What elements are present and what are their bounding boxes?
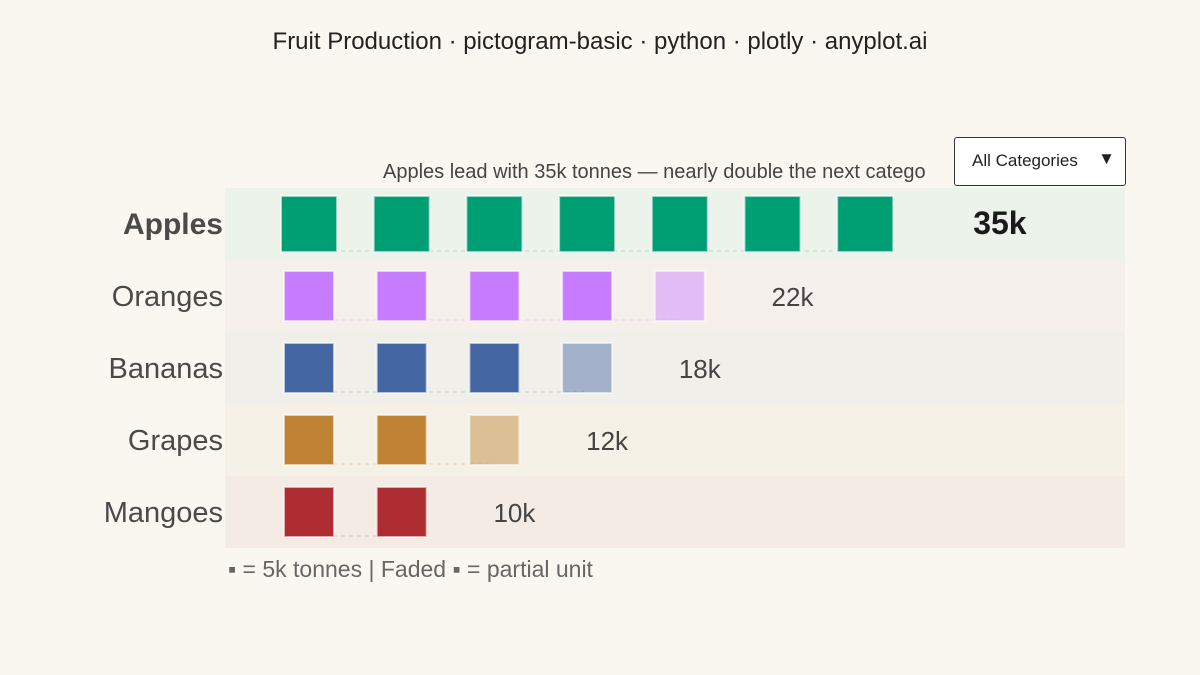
chart-title: Fruit Production · pictogram-basic · pyt… — [272, 28, 928, 55]
pictogram-unit — [283, 342, 335, 394]
pictogram-unit — [836, 195, 895, 253]
value-label: 35k — [973, 205, 1027, 241]
pictogram-unit — [743, 195, 802, 253]
pictogram-unit — [283, 486, 335, 538]
pictogram-unit — [375, 414, 428, 466]
value-label: 22k — [772, 282, 815, 312]
dropdown-selected-value: All Categories — [972, 151, 1078, 170]
category-label: Mangoes — [104, 497, 223, 529]
row-background — [225, 404, 1125, 476]
chevron-down-icon: ▼ — [1098, 149, 1115, 168]
value-label: 18k — [679, 354, 722, 384]
pictogram-unit — [465, 195, 524, 253]
pictogram-partial-unit — [468, 414, 521, 466]
pictogram-unit — [375, 486, 428, 538]
pictogram-unit — [283, 414, 335, 466]
row-background — [225, 332, 1125, 404]
pictogram-unit — [561, 270, 614, 322]
pictogram-unit — [375, 270, 428, 322]
category-label: Apples — [123, 208, 223, 241]
pictogram-unit — [558, 195, 617, 253]
pictogram-unit — [280, 195, 338, 253]
category-label: Bananas — [109, 353, 224, 385]
pictogram-unit — [650, 195, 709, 253]
category-filter-dropdown[interactable]: All Categories ▼ — [954, 137, 1126, 186]
row-background — [225, 476, 1125, 548]
pictogram-unit — [468, 342, 521, 394]
unit-legend: ▪ = 5k tonnes | Faded ▪ = partial unit — [228, 556, 593, 582]
category-label: Grapes — [128, 425, 223, 457]
pictogram-unit — [372, 195, 431, 253]
category-label: Oranges — [112, 281, 223, 313]
pictogram-unit — [283, 270, 335, 322]
pictogram-unit — [468, 270, 521, 322]
value-label: 12k — [586, 426, 629, 456]
pictogram-unit — [375, 342, 428, 394]
pictogram-partial-unit — [561, 342, 614, 394]
pictogram-partial-unit — [653, 270, 706, 322]
chart-subtitle: Apples lead with 35k tonnes — nearly dou… — [383, 161, 926, 183]
value-label: 10k — [493, 498, 536, 528]
